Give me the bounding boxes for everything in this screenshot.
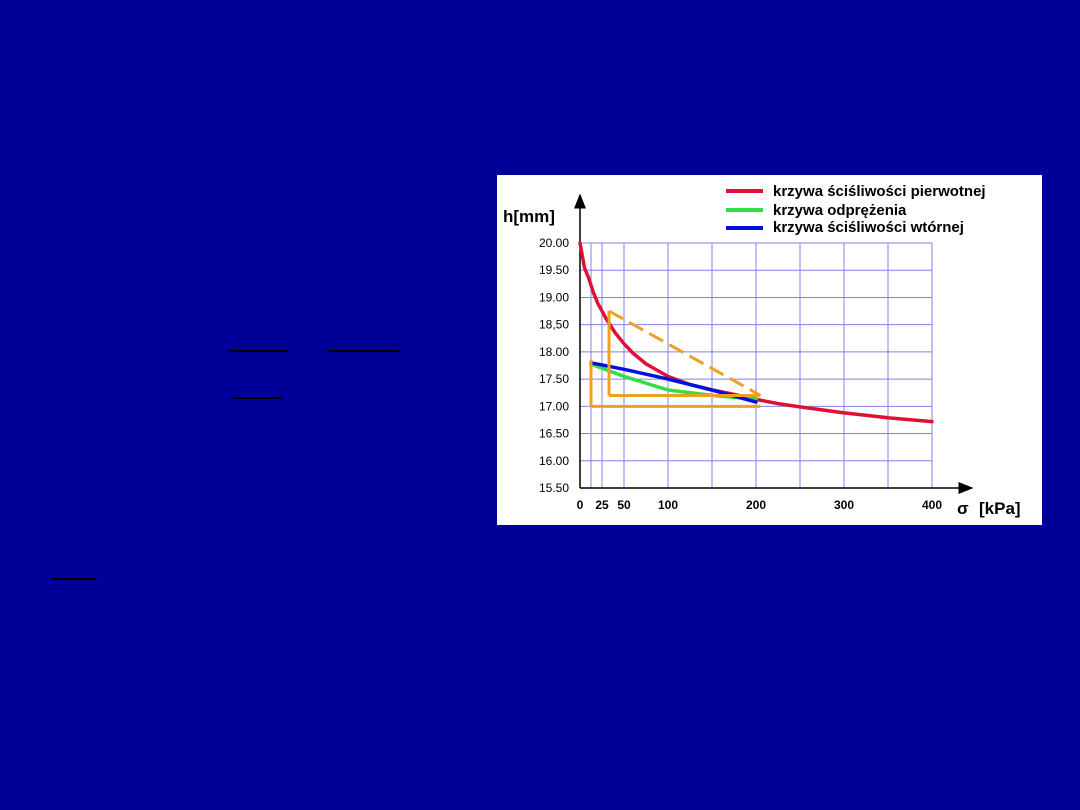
series-line-pierwotnej bbox=[578, 241, 934, 424]
x-axis-unit: [kPa] bbox=[979, 499, 1021, 518]
grid bbox=[579, 242, 933, 489]
y-tick-label-8: 16.00 bbox=[539, 454, 569, 468]
x-tick-label-2: 50 bbox=[617, 498, 631, 512]
y-tick-label-1: 19.50 bbox=[539, 263, 569, 277]
decor-line-2 bbox=[328, 350, 399, 352]
y-tick-label-7: 16.50 bbox=[539, 427, 569, 441]
legend-label-wtornej: krzywa ściśliwości wtórnej bbox=[773, 219, 964, 236]
y-tick-label-4: 18.00 bbox=[539, 345, 569, 359]
legend-label-odprezenia: krzywa odprężenia bbox=[773, 202, 907, 219]
decor-line-4 bbox=[52, 578, 97, 580]
chart-svg: 20.00 19.50 19.00 18,50 18.00 17.50 17.00 16.50… bbox=[503, 183, 1021, 518]
chart-panel: 20.00 19.50 19.00 18,50 18.00 17.50 17.00 16.50… bbox=[497, 175, 1042, 525]
axes bbox=[574, 193, 974, 494]
x-tick-label-3: 100 bbox=[658, 498, 678, 512]
x-tick-label-1: 25 bbox=[595, 498, 609, 512]
legend-label-pierwotnej: krzywa ściśliwości pierwotnej bbox=[773, 183, 986, 200]
y-axis-title: h[mm] bbox=[503, 207, 555, 226]
y-tick-label-9: 15.50 bbox=[539, 481, 569, 495]
annotation-dashed-line-0 bbox=[608, 309, 762, 397]
y-tick-label-6: 17.00 bbox=[539, 399, 569, 413]
x-tick-label-0: 0 bbox=[577, 498, 584, 512]
legend: krzywa ściśliwości pierwotnej krzywa odp… bbox=[726, 183, 986, 236]
x-axis-symbol: σ bbox=[957, 499, 969, 518]
decor-line-1 bbox=[228, 350, 288, 352]
x-tick-label-6: 400 bbox=[922, 498, 942, 512]
y-tick-label-0: 20.00 bbox=[539, 236, 569, 250]
y-tick-label-5: 17.50 bbox=[539, 372, 569, 386]
y-tick-label-3: 18,50 bbox=[539, 318, 569, 332]
decor-line-3 bbox=[233, 397, 282, 399]
annotations bbox=[589, 309, 762, 408]
x-tick-label-4: 200 bbox=[746, 498, 766, 512]
y-tick-label-2: 19.00 bbox=[539, 290, 569, 304]
x-tick-label-5: 300 bbox=[834, 498, 854, 512]
tick-labels: 20.00 19.50 19.00 18,50 18.00 17.50 17.00 16.50… bbox=[539, 236, 942, 512]
